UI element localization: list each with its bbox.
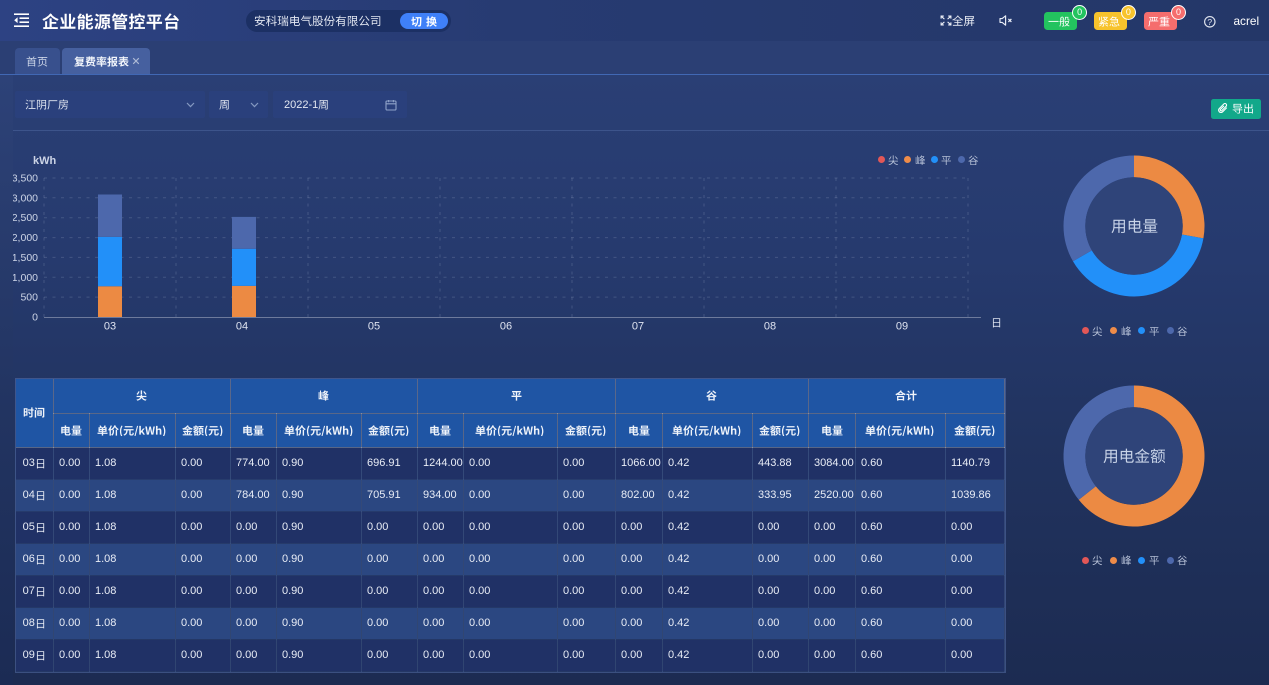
svg-text:08: 08 xyxy=(764,321,776,333)
svg-text:?: ? xyxy=(1208,17,1213,27)
svg-text:03: 03 xyxy=(104,321,116,333)
svg-text:1,500: 1,500 xyxy=(13,252,38,264)
svg-text:09: 09 xyxy=(896,321,908,333)
svg-text:0: 0 xyxy=(32,312,38,324)
svg-text:07: 07 xyxy=(632,321,644,333)
svg-text:05: 05 xyxy=(368,321,380,333)
svg-text:2,000: 2,000 xyxy=(13,232,38,244)
svg-text:1,000: 1,000 xyxy=(13,272,38,284)
svg-text:04: 04 xyxy=(236,321,248,333)
svg-text:500: 500 xyxy=(20,292,38,304)
svg-text:2,500: 2,500 xyxy=(13,212,38,224)
svg-text:06: 06 xyxy=(500,321,512,333)
svg-text:3,500: 3,500 xyxy=(13,173,38,185)
svg-text:3,000: 3,000 xyxy=(13,192,38,204)
